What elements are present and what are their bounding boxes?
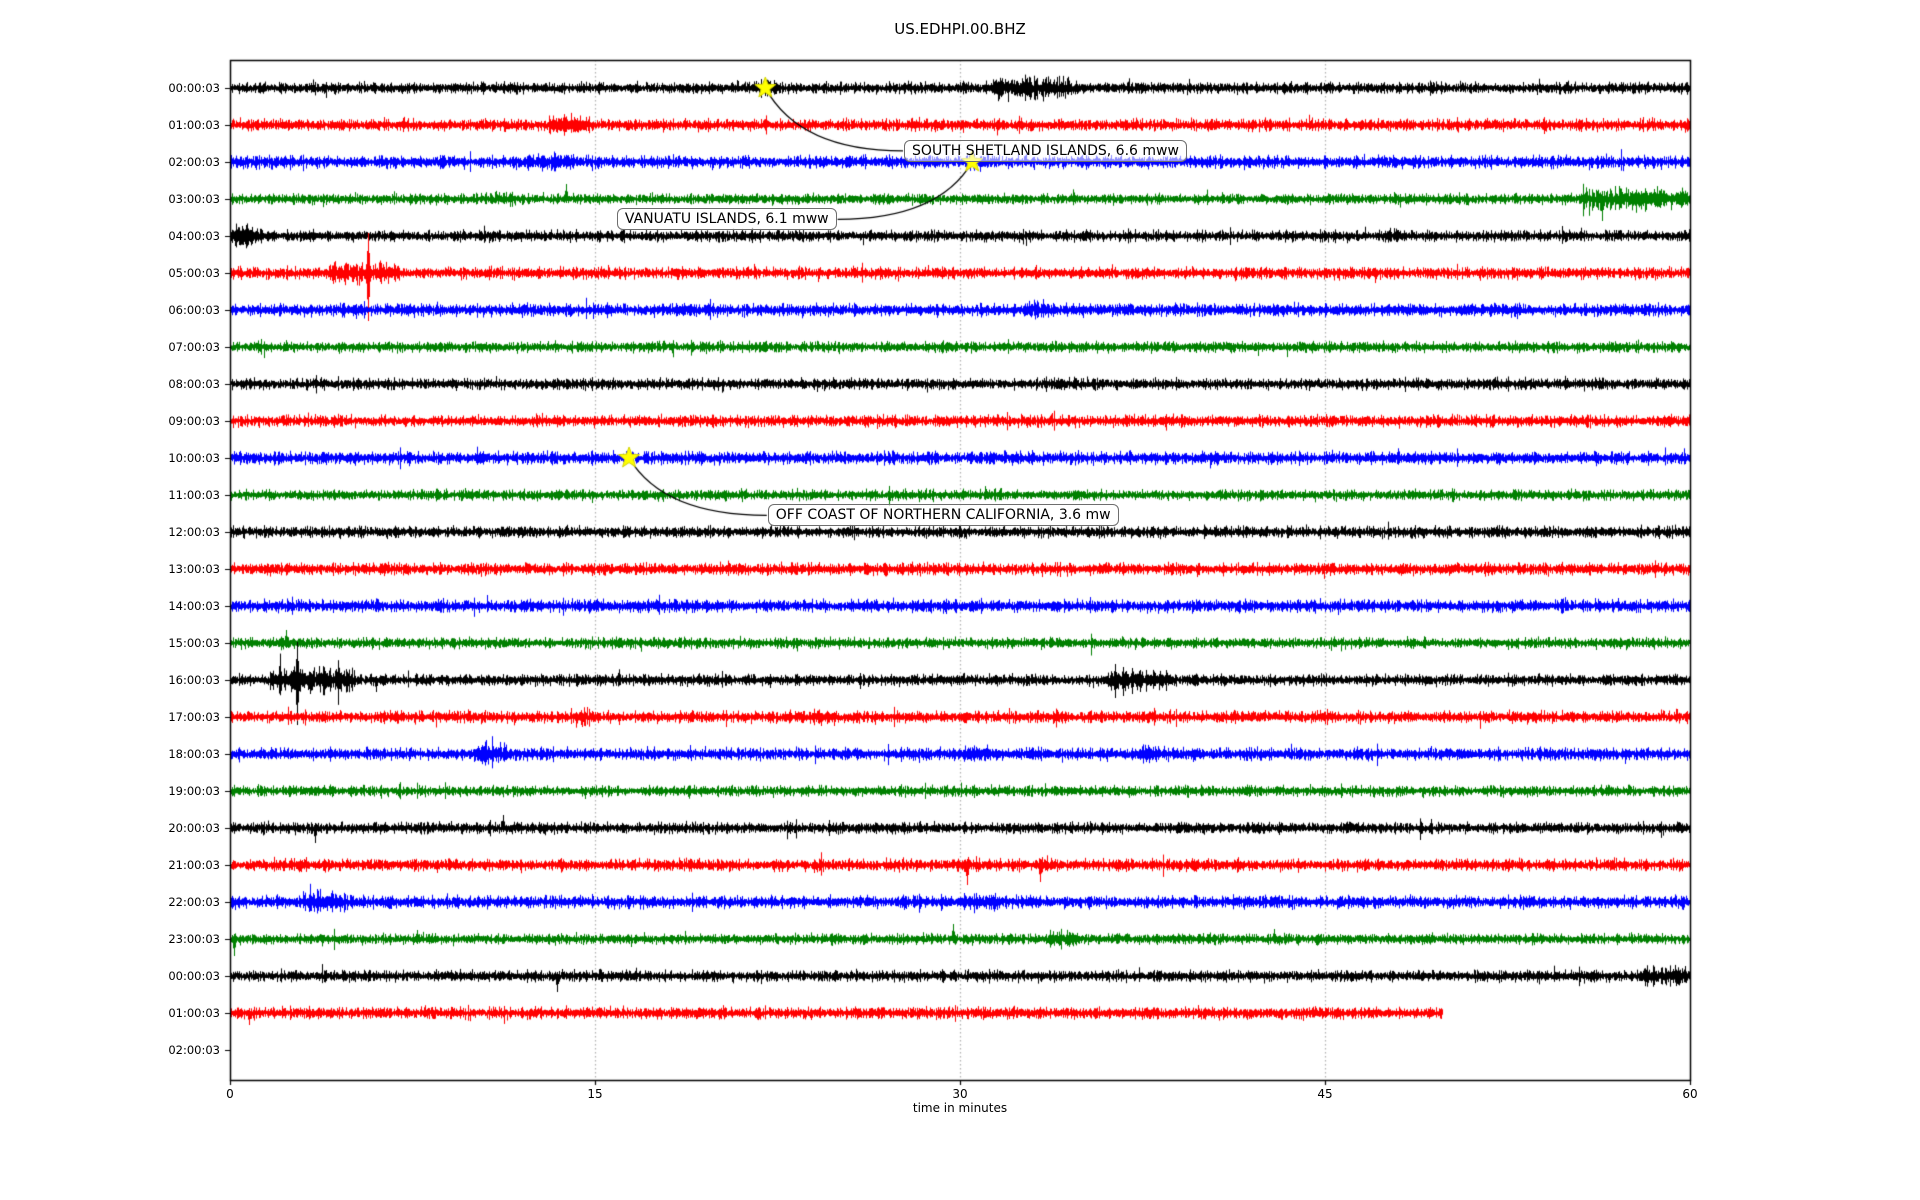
y-tick-label: 14:00:03 (168, 599, 220, 613)
x-axis-title: time in minutes (912, 1101, 1008, 1115)
y-tick-label: 01:00:03 (168, 118, 220, 132)
y-tick-label: 08:00:03 (168, 377, 220, 391)
y-tick-label: 15:00:03 (168, 636, 220, 650)
y-tick-label: 19:00:03 (168, 784, 220, 798)
event-annotation: OFF COAST OF NORTHERN CALIFORNIA, 3.6 mw (767, 504, 1119, 527)
y-tick-label: 13:00:03 (168, 562, 220, 576)
x-tick-label: 45 (1317, 1087, 1333, 1101)
y-tick-label: 12:00:03 (168, 525, 220, 539)
y-tick-label: 10:00:03 (168, 451, 220, 465)
x-tick-label: 30 (952, 1087, 968, 1101)
y-tick-label: 03:00:03 (168, 192, 220, 206)
y-tick-label: 11:00:03 (168, 488, 220, 502)
y-tick-label: 17:00:03 (168, 710, 220, 724)
y-tick-label: 09:00:03 (168, 414, 220, 428)
event-annotation: VANUATU ISLANDS, 6.1 mww (616, 208, 837, 231)
y-tick-label: 01:00:03 (168, 1006, 220, 1020)
y-tick-label: 22:00:03 (168, 895, 220, 909)
y-tick-label: 18:00:03 (168, 747, 220, 761)
event-annotation: SOUTH SHETLAND ISLANDS, 6.6 mww (904, 139, 1187, 162)
y-tick-label: 06:00:03 (168, 303, 220, 317)
y-tick-label: 05:00:03 (168, 266, 220, 280)
x-tick-label: 15 (587, 1087, 603, 1101)
y-tick-label: 02:00:03 (168, 1043, 220, 1057)
y-tick-label: 23:00:03 (168, 932, 220, 946)
y-tick-label: 04:00:03 (168, 229, 220, 243)
y-tick-label: 21:00:03 (168, 858, 220, 872)
y-tick-label: 00:00:03 (168, 969, 220, 983)
y-tick-label: 00:00:03 (168, 81, 220, 95)
x-tick-label: 60 (1682, 1087, 1698, 1101)
plot-title: US.EDHPI.00.BHZ (894, 20, 1026, 38)
y-tick-label: 16:00:03 (168, 673, 220, 687)
y-tick-label: 07:00:03 (168, 340, 220, 354)
y-tick-label: 02:00:03 (168, 155, 220, 169)
y-tick-label: 20:00:03 (168, 821, 220, 835)
x-tick-label: 0 (226, 1087, 234, 1101)
